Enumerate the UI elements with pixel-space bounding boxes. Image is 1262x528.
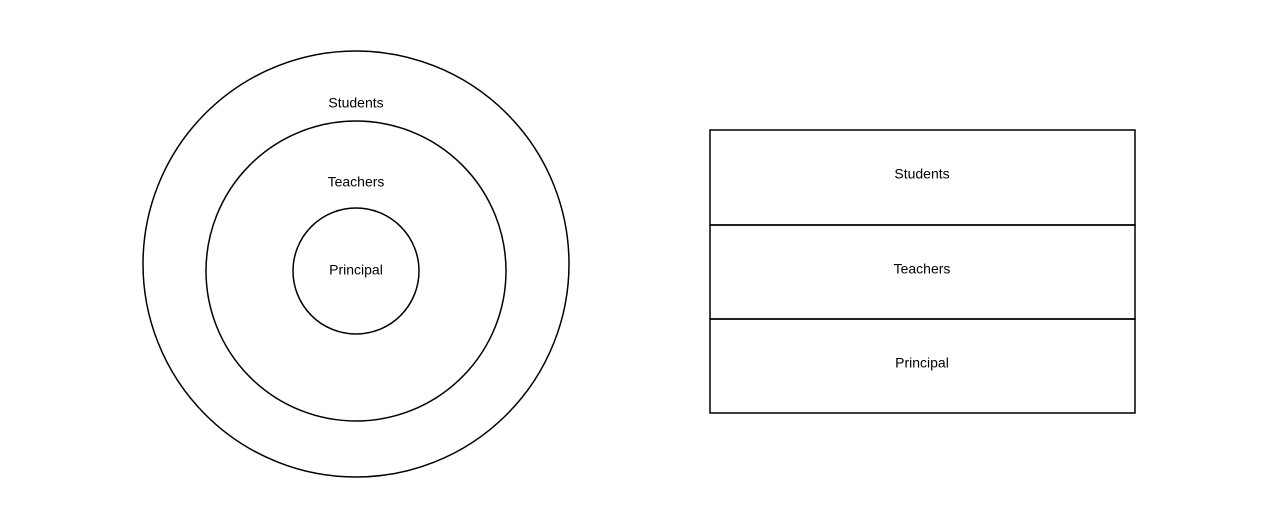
stack-row-bottom-label: Principal bbox=[895, 355, 949, 371]
outer-circle-label: Students bbox=[328, 95, 383, 111]
stacked-boxes-diagram: Students Teachers Principal bbox=[709, 129, 1136, 414]
middle-circle bbox=[205, 120, 507, 422]
inner-circle-label: Principal bbox=[329, 262, 383, 278]
inner-circle bbox=[292, 207, 420, 335]
stack-row-middle-label: Teachers bbox=[894, 261, 951, 277]
concentric-circles-diagram: Students Teachers Principal bbox=[142, 50, 570, 478]
stack-row-bottom bbox=[709, 318, 1136, 414]
outer-circle bbox=[142, 50, 570, 478]
middle-circle-label: Teachers bbox=[328, 174, 385, 190]
stack-row-top-label: Students bbox=[894, 166, 949, 182]
